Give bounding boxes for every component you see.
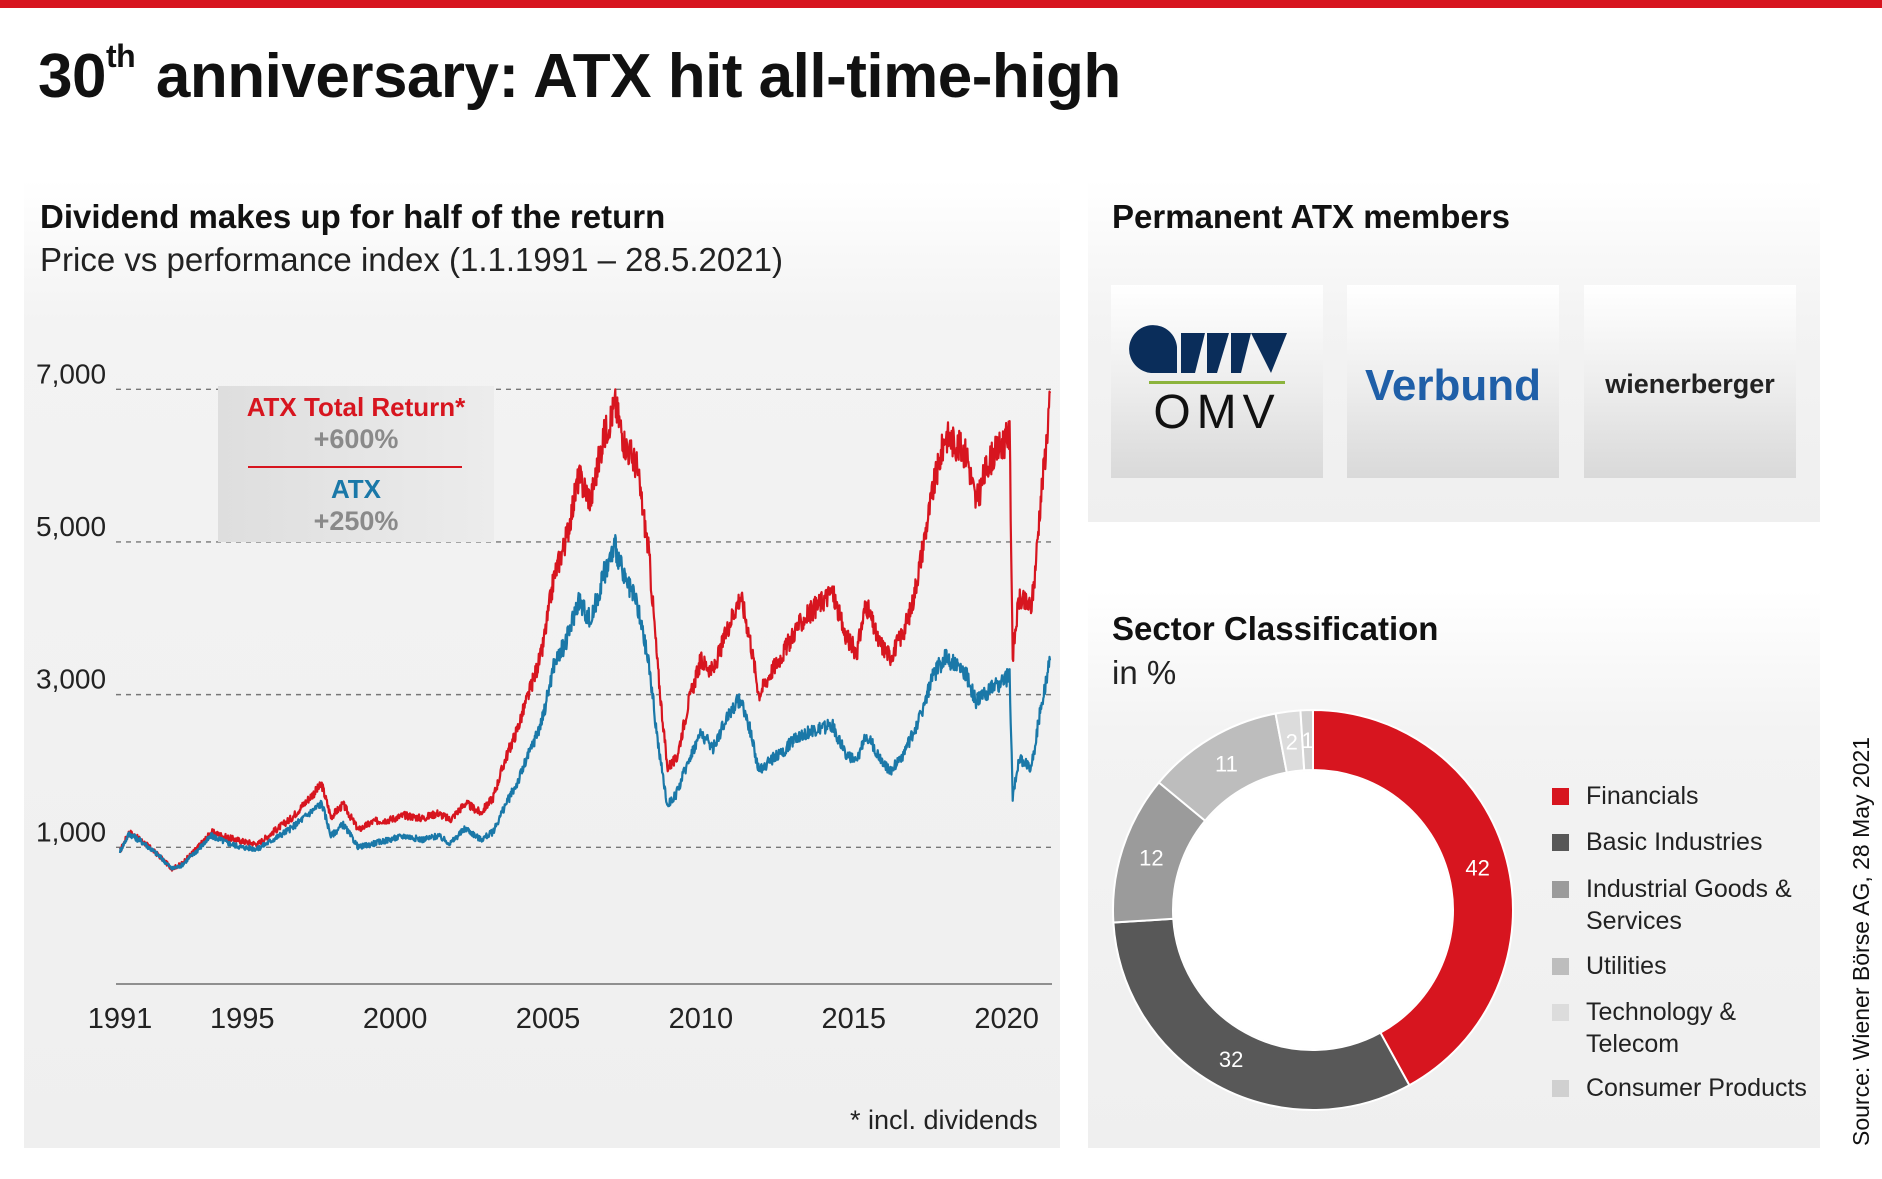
verbund-logo: Verbund <box>1347 285 1559 478</box>
annotation-divider <box>248 466 462 468</box>
slice-value-label: 2 <box>1286 729 1298 754</box>
y-tick-label: 3,000 <box>36 664 106 695</box>
omv-wordmark: OMV <box>1153 386 1281 439</box>
legend-swatch <box>1552 1004 1569 1021</box>
donut-hole <box>1174 771 1452 1049</box>
legend-swatch <box>1552 1080 1569 1097</box>
y-tick-label: 7,000 <box>36 358 106 389</box>
return-annotation-box: ATX Total Return* +600% ATX +250% <box>218 386 494 542</box>
wienerberger-logo: wienerberger <box>1584 285 1796 478</box>
legend-label: Utilities <box>1586 952 1667 980</box>
x-tick-label: 2010 <box>669 1003 734 1035</box>
omv-logo-mark <box>1129 325 1287 373</box>
x-tick-label: 2020 <box>974 1003 1039 1035</box>
omv-logo: OMV <box>1111 285 1323 478</box>
donut-slice <box>1299 708 1314 772</box>
x-tick-label: 2015 <box>821 1003 886 1035</box>
legend-swatch <box>1552 958 1569 975</box>
source-note: Source: Wiener Börse AG, 28 May 2021 <box>1848 736 1874 1146</box>
legend-swatch <box>1552 834 1569 851</box>
x-tick-label: 2005 <box>516 1003 581 1035</box>
y-tick-label: 5,000 <box>36 511 106 542</box>
x-tick-label: 1995 <box>210 1003 275 1035</box>
line-chart-heading: Dividend makes up for half of the return <box>40 198 666 235</box>
donut-slice <box>1112 917 1411 1111</box>
legend-label: Industrial Goods & Services <box>1586 875 1792 935</box>
top-accent-bar <box>0 0 1882 8</box>
x-tick-label: 2000 <box>363 1003 428 1035</box>
atx-value: +250% <box>313 506 399 536</box>
atx-label: ATX <box>330 474 382 504</box>
legend-label: Basic Industries <box>1586 828 1763 856</box>
line-chart-panel <box>24 180 1060 1148</box>
wienerberger-wordmark: wienerberger <box>1605 369 1775 399</box>
total-return-label: ATX Total Return* <box>246 392 466 422</box>
series-line-atx <box>118 534 1052 871</box>
donut-slice <box>1312 708 1514 1087</box>
legend-label: Consumer Products <box>1586 1074 1807 1102</box>
slice-value-label: 11 <box>1215 752 1238 777</box>
legend-label: Technology & Telecom <box>1586 998 1737 1058</box>
verbund-wordmark: Verbund <box>1364 361 1542 410</box>
legend-swatch <box>1552 788 1569 805</box>
series-line-total-return <box>118 388 1052 872</box>
legend-swatch <box>1552 881 1569 898</box>
total-return-value: +600% <box>313 424 399 454</box>
legend-label: Financials <box>1586 782 1699 810</box>
footnote: * incl. dividends <box>850 1105 1038 1135</box>
slice-value-label: 32 <box>1219 1047 1243 1072</box>
slice-value-label: 12 <box>1139 845 1163 870</box>
sector-heading: Sector Classification <box>1112 610 1439 647</box>
x-tick-label: 1991 <box>88 1003 153 1035</box>
slice-value-label: 42 <box>1465 856 1489 881</box>
sector-subheading: in % <box>1112 654 1177 691</box>
y-tick-label: 1,000 <box>36 816 106 847</box>
page-title: 30th anniversary: ATX hit all-time-high <box>38 38 1121 111</box>
members-heading: Permanent ATX members <box>1112 198 1510 235</box>
omv-logo-line <box>1149 381 1285 384</box>
slice-value-label: 1 <box>1302 728 1314 753</box>
line-chart-subheading: Price vs performance index (1.1.1991 – 2… <box>40 241 783 278</box>
